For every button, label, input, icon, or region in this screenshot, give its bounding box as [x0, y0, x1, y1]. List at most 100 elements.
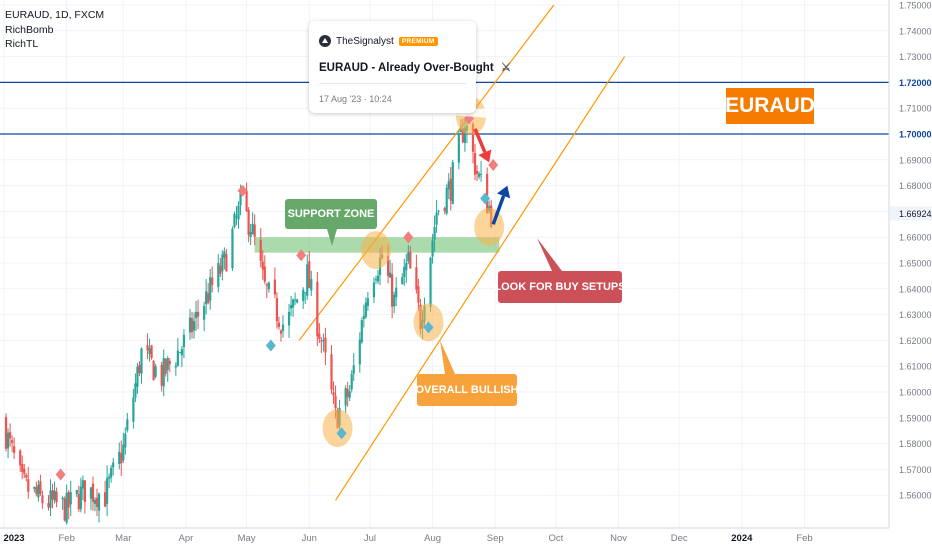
candle-body — [174, 365, 177, 368]
candle-body — [451, 162, 454, 204]
indicator-richbomb[interactable]: RichBomb — [5, 23, 54, 36]
candle-body — [25, 474, 28, 478]
time-tick-label: Jul — [364, 533, 376, 544]
candle-body — [360, 320, 363, 343]
candle-body — [435, 212, 438, 225]
annotation-date: 17 Aug '23 · 10:24 — [319, 94, 392, 104]
symbol-line[interactable]: EURAUD, 1D, FXCM — [5, 9, 105, 21]
candle-body — [134, 383, 137, 398]
candle-body — [97, 493, 101, 511]
candle-body — [275, 298, 279, 322]
price-level-tag-bg — [890, 75, 932, 90]
author-name[interactable]: TheSignalyst — [336, 35, 394, 47]
sell-signal-diamond — [296, 249, 307, 262]
candle-body — [332, 392, 335, 396]
candle-body — [223, 251, 226, 258]
candle-body — [180, 349, 184, 356]
candle-body — [304, 292, 307, 294]
candle-body — [33, 487, 36, 489]
candle-body — [77, 493, 80, 510]
time-tick-label: Feb — [58, 533, 74, 544]
candle-body — [146, 345, 149, 351]
candle-body — [63, 498, 66, 521]
candle-body — [124, 433, 127, 448]
price-tick-label: 1.73000 — [899, 52, 932, 62]
candle-body — [374, 279, 378, 281]
time-axis[interactable]: 2023 Feb Mar Apr May Jun Jul Aug Sep Oct Nov Dec 202… — [0, 527, 889, 544]
channel-upper-line — [298, 4, 555, 341]
candle-body — [221, 254, 224, 272]
candle-body — [477, 173, 481, 177]
author-avatar-icon — [319, 35, 331, 47]
candle-body — [83, 480, 86, 502]
candle-body — [324, 337, 327, 353]
candle-body — [103, 492, 107, 507]
price-tick-label: 1.69000 — [899, 155, 932, 165]
candle-body — [281, 324, 285, 332]
candle-body — [21, 463, 24, 472]
candle-body — [344, 388, 347, 406]
sell-signal-diamond — [403, 231, 414, 244]
highlight-circle — [474, 207, 505, 246]
candle-body — [279, 330, 283, 334]
candle-body — [154, 366, 157, 377]
candle-body — [164, 358, 167, 374]
buy-signal-diamond — [336, 427, 347, 440]
time-tick-label: Nov — [610, 533, 627, 544]
candle-body — [316, 281, 319, 337]
candle-body — [13, 446, 16, 453]
candle-body — [176, 350, 179, 366]
candle-body — [376, 275, 380, 282]
candle-body — [395, 287, 398, 298]
candle-body — [459, 129, 462, 133]
price-tick-label: 1.75000 — [899, 1, 932, 11]
candle-body — [247, 209, 250, 235]
candle-body — [251, 223, 254, 235]
candle-body — [320, 340, 323, 342]
candle-body — [302, 289, 305, 301]
candle-body — [178, 352, 181, 354]
candle-body — [306, 264, 309, 296]
candle-body — [461, 128, 464, 143]
divider — [319, 83, 466, 84]
trend-channel — [298, 4, 626, 501]
price-level-label: 1.72000 — [899, 78, 932, 88]
candle-body — [259, 239, 262, 261]
candles — [4, 113, 493, 525]
annotation-title: EURAUD - Already Over-Bought — [319, 62, 494, 74]
signal-markers — [55, 112, 499, 481]
bullish-callout-pointer — [440, 340, 455, 374]
candle-body — [166, 357, 169, 371]
candle-body — [196, 311, 200, 317]
price-level-label: 1.70000 — [899, 130, 932, 140]
candle-body — [39, 481, 42, 494]
sell-signal-diamond — [55, 468, 66, 481]
candle-body — [235, 216, 238, 218]
candle-body — [150, 345, 153, 358]
candle-body — [81, 480, 84, 489]
candle-body — [67, 492, 70, 508]
time-tick-label: Oct — [548, 533, 563, 544]
candle-body — [211, 277, 214, 286]
time-tick-label: 2023 — [3, 533, 24, 544]
candle-body — [253, 224, 256, 237]
buy-arrow-shaft — [491, 195, 506, 225]
candle-body — [294, 299, 297, 301]
candle-body — [443, 208, 446, 212]
support-callout-pointer — [327, 229, 337, 246]
candle-body — [112, 462, 115, 468]
price-axis[interactable]: 1.75000 1.74000 1.73000 1.72000 1.71000 1.700… — [888, 0, 932, 528]
candle-body — [389, 272, 392, 278]
candle-body — [348, 391, 351, 398]
indicator-richtl[interactable]: RichTL — [5, 38, 39, 50]
candle-body — [75, 489, 78, 494]
time-tick-label: Apr — [179, 533, 194, 544]
candle-body — [19, 450, 22, 466]
idea-annotation-card[interactable]: TheSignalyst PREMIUM EURAUD - Already Ov… — [309, 21, 511, 113]
candle-body — [289, 305, 293, 309]
candle-body — [475, 170, 479, 174]
candle-body — [407, 252, 410, 262]
candle-body — [217, 263, 220, 287]
candle-body — [118, 451, 121, 464]
